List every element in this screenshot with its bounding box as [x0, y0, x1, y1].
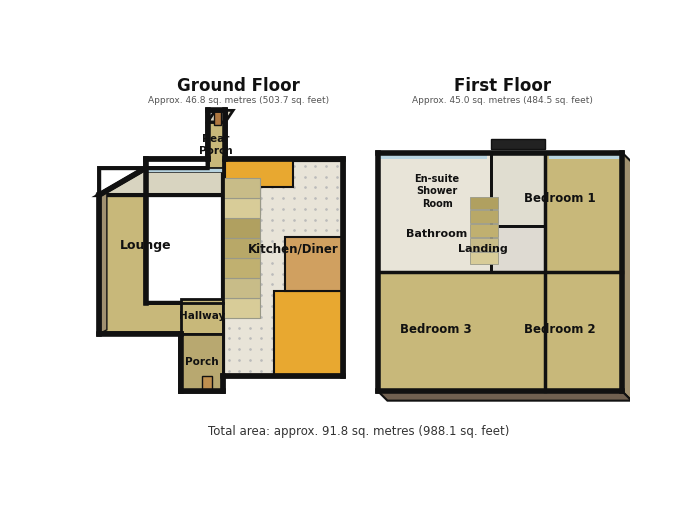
Text: Bedroom 3: Bedroom 3 [400, 323, 472, 336]
Polygon shape [274, 291, 343, 376]
Text: Porch: Porch [186, 357, 219, 367]
Polygon shape [223, 258, 260, 278]
Polygon shape [470, 210, 498, 223]
Polygon shape [378, 153, 622, 391]
Polygon shape [378, 391, 631, 401]
Polygon shape [99, 168, 223, 195]
Polygon shape [491, 153, 545, 226]
Polygon shape [285, 237, 343, 291]
Polygon shape [181, 299, 223, 334]
Text: Rear
Porch: Rear Porch [199, 134, 232, 156]
Polygon shape [202, 376, 211, 391]
Polygon shape [223, 218, 260, 238]
Polygon shape [99, 168, 223, 334]
Polygon shape [378, 153, 486, 159]
Polygon shape [545, 272, 622, 391]
Polygon shape [378, 153, 491, 272]
Polygon shape [491, 226, 545, 272]
Text: Hallway: Hallway [179, 311, 225, 321]
Text: Approx. 45.0 sq. metres (484.5 sq. feet): Approx. 45.0 sq. metres (484.5 sq. feet) [412, 96, 593, 105]
Text: First Floor: First Floor [454, 77, 551, 95]
Polygon shape [549, 153, 622, 159]
Polygon shape [470, 196, 498, 209]
Polygon shape [223, 238, 260, 258]
Polygon shape [470, 224, 498, 237]
Polygon shape [208, 110, 233, 122]
Polygon shape [223, 160, 343, 376]
Polygon shape [181, 334, 223, 391]
Text: En-suite
Shower
Room: En-suite Shower Room [414, 174, 460, 209]
Polygon shape [470, 252, 498, 264]
Polygon shape [223, 278, 260, 298]
Text: Landing: Landing [458, 244, 508, 254]
Polygon shape [146, 168, 223, 172]
Polygon shape [208, 122, 225, 168]
Polygon shape [214, 110, 220, 125]
Text: Total area: approx. 91.8 sq. metres (988.1 sq. feet): Total area: approx. 91.8 sq. metres (988… [208, 425, 510, 438]
Polygon shape [223, 198, 260, 218]
Text: Kitchen/Diner: Kitchen/Diner [248, 242, 338, 256]
Polygon shape [223, 178, 260, 198]
Polygon shape [622, 153, 631, 401]
Text: Bedroom 1: Bedroom 1 [524, 192, 596, 206]
Polygon shape [491, 139, 545, 149]
Polygon shape [545, 153, 622, 272]
Text: Bathroom: Bathroom [405, 229, 467, 239]
Polygon shape [99, 191, 107, 334]
Polygon shape [378, 272, 545, 391]
Polygon shape [470, 238, 498, 250]
Text: Approx. 46.8 sq. metres (503.7 sq. feet): Approx. 46.8 sq. metres (503.7 sq. feet) [148, 96, 329, 105]
Text: Ground Floor: Ground Floor [177, 77, 300, 95]
Polygon shape [225, 159, 293, 214]
Text: Bedroom 2: Bedroom 2 [524, 323, 596, 336]
Polygon shape [223, 298, 260, 318]
Text: Lounge: Lounge [120, 239, 172, 251]
